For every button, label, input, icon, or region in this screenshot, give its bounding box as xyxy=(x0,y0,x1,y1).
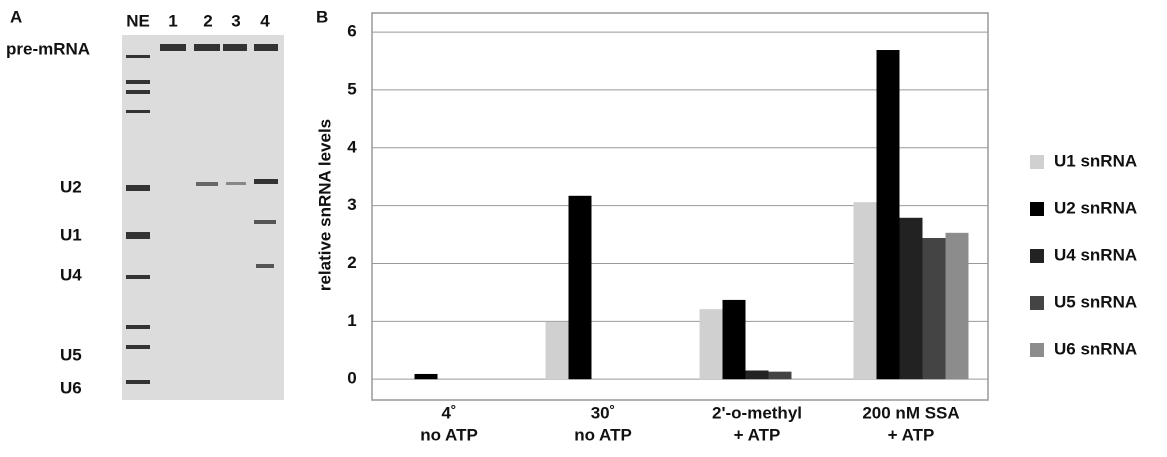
x-tick-label: no ATP xyxy=(574,425,632,444)
legend-label: U1 snRNA xyxy=(1054,151,1137,170)
figure: A NE 1 2 3 4 pre-mRNA U2 U1 U4 U5 U6 B r… xyxy=(0,0,1167,457)
y-tick-label: 1 xyxy=(347,311,356,330)
y-tick-label: 4 xyxy=(347,137,357,156)
lane-label: NE xyxy=(126,11,150,30)
legend-swatch xyxy=(1030,343,1044,357)
bar xyxy=(415,374,438,379)
lane-label: 1 xyxy=(168,11,177,30)
marker-label: U1 xyxy=(60,225,82,244)
legend-label: U4 snRNA xyxy=(1054,245,1137,264)
legend-swatch xyxy=(1030,155,1044,169)
lane-label: 2 xyxy=(203,11,212,30)
bar xyxy=(900,218,923,379)
x-tick-label: 30˚ xyxy=(591,403,616,422)
marker-label: U6 xyxy=(60,378,82,397)
panel-label: A xyxy=(10,7,22,26)
x-tick-label: + ATP xyxy=(734,425,781,444)
x-tick-label: no ATP xyxy=(420,425,478,444)
legend-swatch xyxy=(1030,249,1044,263)
bar xyxy=(546,322,569,379)
panel-a: A NE 1 2 3 4 pre-mRNA U2 U1 U4 U5 U6 xyxy=(6,7,284,400)
y-tick-label: 5 xyxy=(347,79,356,98)
x-tick-label: + ATP xyxy=(888,425,935,444)
y-tick-label: 6 xyxy=(347,22,356,41)
y-tick-label: 0 xyxy=(347,369,356,388)
bar xyxy=(946,233,969,379)
marker-label: U2 xyxy=(60,177,82,196)
bar xyxy=(877,50,900,379)
lane-label: 4 xyxy=(260,11,270,30)
lane-label: 3 xyxy=(231,11,240,30)
x-tick-label: 2'-o-methyl xyxy=(712,403,802,422)
bar xyxy=(854,202,877,379)
bar xyxy=(723,300,746,379)
bar xyxy=(700,309,723,379)
y-tick-label: 3 xyxy=(347,195,356,214)
legend-swatch xyxy=(1030,296,1044,310)
y-axis-label: relative snRNA levels xyxy=(315,119,334,291)
bar xyxy=(746,370,769,379)
panel-label: B xyxy=(316,7,328,26)
bar xyxy=(569,196,592,379)
bar xyxy=(769,372,792,380)
legend-swatch xyxy=(1030,202,1044,216)
legend-label: U5 snRNA xyxy=(1054,292,1137,311)
legend-label: U6 snRNA xyxy=(1054,339,1137,358)
legend-label: U2 snRNA xyxy=(1054,198,1137,217)
bar xyxy=(923,238,946,379)
marker-label: U5 xyxy=(60,345,82,364)
marker-label: pre-mRNA xyxy=(6,39,90,58)
x-tick-label: 4˚ xyxy=(441,403,456,422)
y-tick-label: 2 xyxy=(347,253,356,272)
x-tick-label: 200 nM SSA xyxy=(862,403,959,422)
marker-label: U4 xyxy=(60,265,82,284)
